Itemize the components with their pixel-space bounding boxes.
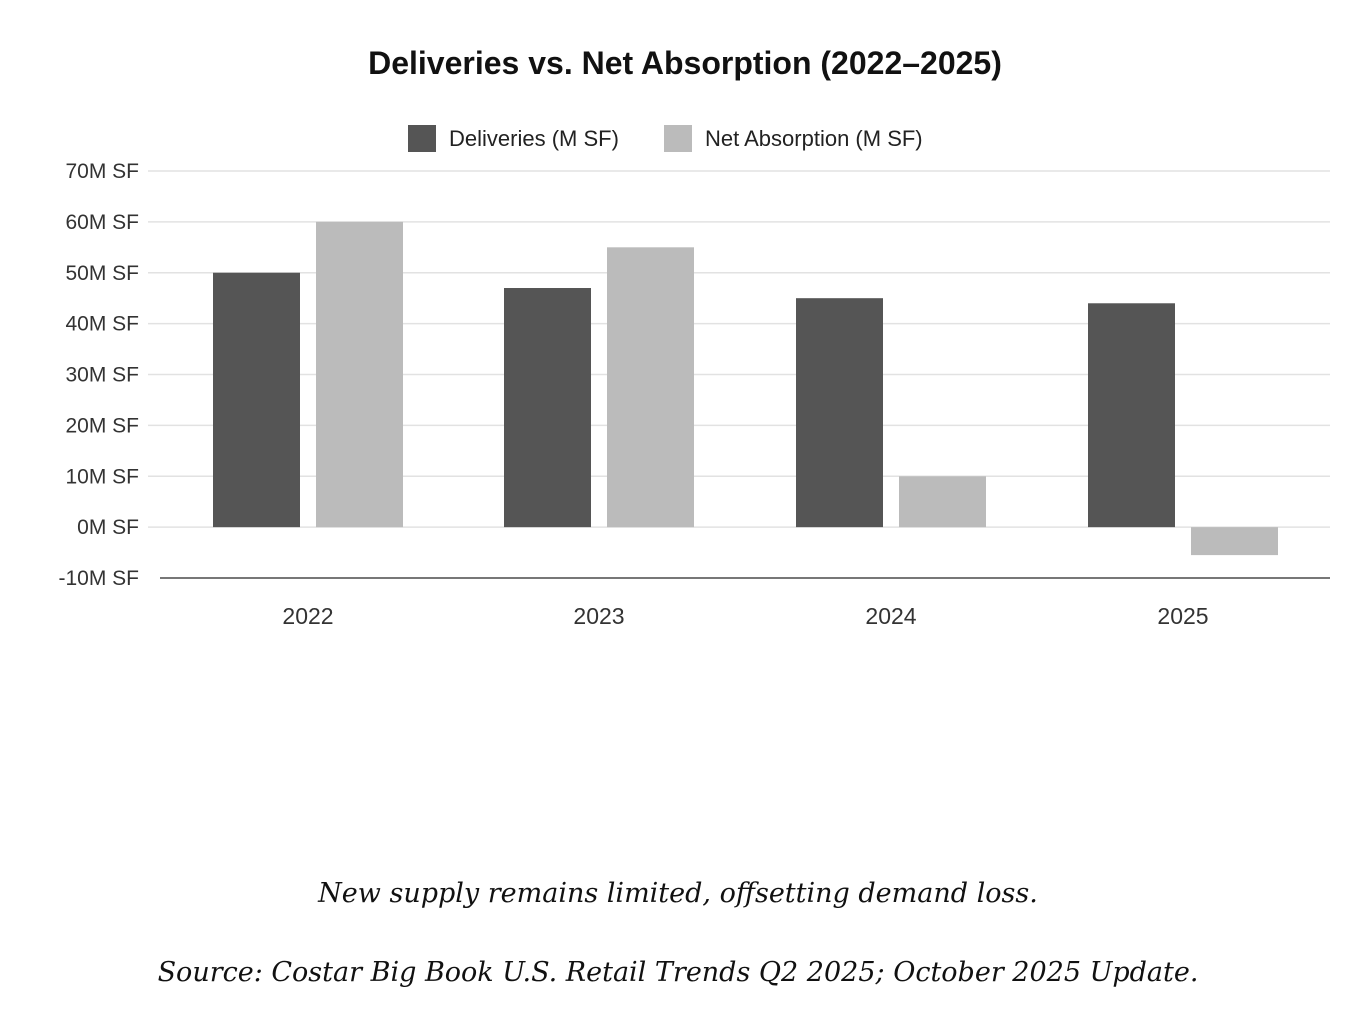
bar-chart: Deliveries vs. Net Absorption (2022–2025… bbox=[58, 45, 1330, 629]
chart-caption: New supply remains limited, offsetting d… bbox=[318, 878, 1038, 909]
y-tick-label: 10M SF bbox=[65, 465, 139, 488]
chart-title: Deliveries vs. Net Absorption (2022–2025… bbox=[368, 45, 1002, 81]
legend-swatch-deliveries bbox=[408, 125, 436, 152]
bar-net-absorption-2025 bbox=[1191, 527, 1278, 556]
y-tick-label: -10M SF bbox=[58, 567, 139, 590]
legend-label-deliveries: Deliveries (M SF) bbox=[449, 126, 619, 151]
y-tick-label: 0M SF bbox=[77, 516, 139, 539]
x-tick-label-2024: 2024 bbox=[865, 603, 916, 629]
source-note: Source: Costar Big Book U.S. Retail Tren… bbox=[157, 957, 1199, 988]
y-tick-label: 60M SF bbox=[65, 211, 139, 234]
y-tick-label: 50M SF bbox=[65, 262, 139, 285]
y-tick-label: 20M SF bbox=[65, 414, 139, 437]
bar-net-absorption-2024 bbox=[899, 476, 986, 528]
legend-label-net-absorption: Net Absorption (M SF) bbox=[705, 126, 923, 151]
bar-net-absorption-2023 bbox=[607, 247, 694, 528]
legend-swatch-net-absorption bbox=[664, 125, 692, 152]
y-tick-label: 70M SF bbox=[65, 160, 139, 183]
bar-deliveries-2025 bbox=[1088, 303, 1175, 528]
bar-deliveries-2022 bbox=[213, 272, 300, 528]
bar-deliveries-2024 bbox=[796, 298, 883, 528]
x-tick-label-2022: 2022 bbox=[282, 603, 333, 629]
y-tick-label: 40M SF bbox=[65, 313, 139, 336]
bar-deliveries-2023 bbox=[504, 288, 591, 528]
x-tick-label-2025: 2025 bbox=[1157, 603, 1208, 629]
y-tick-label: 30M SF bbox=[65, 364, 139, 387]
x-tick-label-2023: 2023 bbox=[573, 603, 624, 629]
chart-container: Deliveries vs. Net Absorption (2022–2025… bbox=[58, 45, 1330, 629]
bar-net-absorption-2022 bbox=[316, 221, 403, 528]
